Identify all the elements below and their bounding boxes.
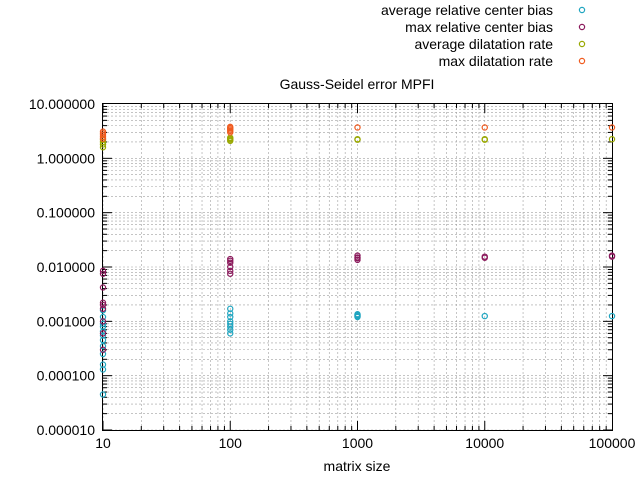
legend-label: max relative center bias: [405, 19, 553, 35]
chart-title: Gauss-Seidel error MPFI: [280, 76, 435, 92]
data-point: [608, 135, 616, 143]
data-point: [227, 270, 234, 277]
data-point: [227, 313, 234, 321]
x-tick-label: 10000: [465, 435, 504, 451]
legend-marker: [578, 6, 586, 14]
data-point: [99, 301, 107, 309]
data-point: [354, 252, 361, 259]
data-point: [99, 284, 107, 291]
x-tick-label: 10: [95, 435, 111, 451]
data-point: [227, 320, 234, 328]
legend-label: average relative center bias: [381, 2, 553, 18]
y-tick-label: 10.000000: [29, 96, 95, 112]
data-point: [354, 311, 361, 318]
y-tick-label: 0.100000: [37, 205, 96, 221]
data-point: [99, 342, 107, 350]
x-axis-tick-labels: 10 100 1000 10000 100000: [95, 435, 635, 451]
legend-marker: [578, 23, 586, 31]
data-point: [227, 259, 234, 266]
y-tick-label: 0.010000: [37, 259, 96, 275]
series-2: [99, 252, 616, 353]
data-point: [481, 135, 488, 143]
y-tick-label: 0.001000: [37, 313, 96, 329]
y-tick-label: 1.000000: [37, 150, 96, 166]
data-point: [227, 326, 234, 333]
data-point: [99, 267, 107, 275]
data-point: [99, 318, 107, 325]
series-3: [99, 134, 616, 151]
legend-label: max dilatation rate: [439, 53, 554, 69]
data-point: [99, 270, 107, 277]
data-point: [354, 135, 361, 143]
data-point: [481, 312, 488, 320]
data-point: [354, 124, 361, 131]
data-point: [227, 123, 234, 131]
data-point: [227, 255, 234, 263]
plot-frame: [102, 103, 613, 431]
data-point: [99, 330, 107, 337]
data-point: [99, 320, 107, 328]
data-point: [99, 313, 107, 321]
data-point: [99, 361, 107, 368]
data-point: [99, 299, 107, 306]
x-tick-label: 1000: [342, 435, 373, 451]
data-point: [481, 124, 488, 131]
data-point: [99, 128, 107, 135]
data-points: [99, 123, 616, 398]
grid: [102, 104, 612, 431]
data-point: [227, 310, 234, 317]
x-tick-label: 100000: [589, 435, 636, 451]
data-point: [227, 318, 234, 325]
data-point: [99, 332, 107, 339]
y-tick-label: 0.000010: [37, 422, 96, 438]
data-point: [608, 124, 616, 131]
x-tick-label: 100: [219, 435, 243, 451]
legend-marker: [578, 40, 586, 48]
data-point: [227, 267, 234, 275]
data-point: [99, 305, 107, 313]
series-1: [99, 305, 616, 398]
data-point: [608, 252, 616, 259]
data-point: [99, 391, 107, 398]
data-point: [99, 346, 107, 353]
series-4: [99, 123, 616, 142]
data-point: [481, 253, 488, 260]
data-point: [99, 350, 107, 358]
data-point: [227, 263, 234, 271]
legend-marker: [578, 57, 586, 65]
y-tick-label: 0.000100: [37, 368, 96, 384]
legend-label: average dilatation rate: [414, 36, 553, 52]
y-axis-tick-labels: 0.000010 0.000100 0.001000 0.010000 0.100000…: [29, 96, 95, 438]
data-point: [608, 312, 616, 320]
x-axis-label: matrix size: [324, 458, 391, 474]
data-point: [227, 330, 234, 337]
data-point: [227, 305, 234, 313]
